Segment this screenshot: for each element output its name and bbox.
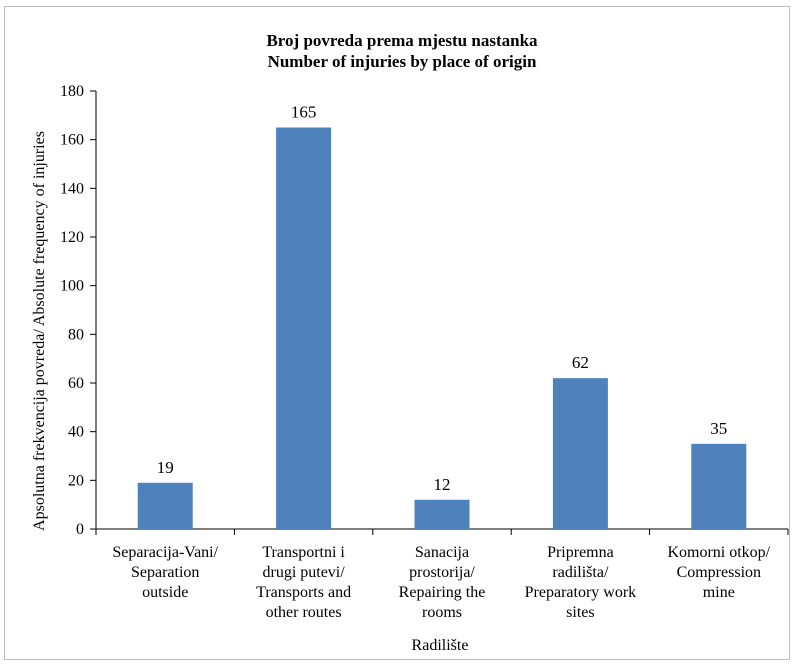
- category-label-line: Komorni otkop/: [667, 544, 770, 561]
- bar: [691, 443, 747, 529]
- bar: [276, 127, 332, 529]
- category-label: Transportni i drugi putevi/Transports and…: [256, 544, 351, 621]
- category-label-line: rooms: [422, 604, 462, 621]
- category-label-line: Preparatory work: [525, 584, 637, 601]
- category-label-line: radilišta/: [552, 564, 609, 581]
- y-tick-label: 100: [60, 278, 84, 295]
- category-label: Komorni otkop/Compression mine: [667, 544, 770, 601]
- data-labels: 19 165 12 62 35: [157, 103, 728, 494]
- data-label: 165: [291, 103, 317, 122]
- y-tick-label: 40: [68, 424, 84, 441]
- category-label: Sanacija prostorija/Repairing the rooms: [399, 544, 486, 621]
- chart-title-line-2: Number of injuries by place of origin: [268, 52, 537, 71]
- chart-title: Broj povreda prema mjestu nastanka Numbe…: [266, 31, 538, 71]
- y-tick-label: 60: [68, 375, 84, 392]
- category-label-line: Separation: [131, 564, 199, 581]
- category-label-line: drugi putevi/: [262, 564, 345, 581]
- category-label-line: Sanacija: [415, 544, 469, 561]
- category-label-line: Separacija-Vani/: [112, 544, 218, 561]
- data-label: 35: [710, 419, 727, 438]
- x-axis: [95, 528, 789, 535]
- category-label-line: Pripremna: [547, 544, 614, 561]
- y-tick-label: 160: [60, 132, 84, 149]
- category-label-line: mine: [703, 584, 735, 601]
- y-axis: 0 20 40 60 80 100 120 140 160 180: [60, 83, 97, 538]
- category-labels: Separacija-Vani/Separation outside Transpo…: [112, 544, 770, 621]
- category-label-line: Repairing the: [399, 584, 486, 601]
- category-label-line: outside: [142, 584, 188, 601]
- data-label: 62: [572, 353, 589, 372]
- y-tick-label: 80: [68, 326, 84, 343]
- category-label: Pripremna radilišta/Preparatory work sites: [525, 544, 637, 621]
- chart-title-line-1: Broj povreda prema mjestu nastanka: [266, 31, 538, 50]
- bars: [137, 127, 747, 529]
- y-tick-label: 180: [60, 83, 84, 100]
- chart-frame: [4, 6, 790, 660]
- category-label-line: sites: [566, 604, 594, 621]
- y-tick-label: 20: [68, 472, 84, 489]
- x-axis-title: Radilište: [412, 637, 469, 654]
- y-axis-title: Apsolutna frekvencija povreda/ Absolute …: [31, 131, 48, 531]
- data-label: 12: [434, 475, 451, 494]
- bar: [137, 482, 193, 529]
- category-label: Separacija-Vani/Separation outside: [112, 544, 218, 601]
- category-label-line: Transportni i: [262, 544, 345, 561]
- y-tick-label: 0: [76, 521, 84, 538]
- category-label-line: Compression: [677, 564, 761, 581]
- category-label-line: prostorija/: [409, 564, 475, 581]
- category-label-line: other routes: [266, 604, 342, 621]
- bar: [414, 499, 470, 529]
- y-tick-label: 120: [60, 229, 84, 246]
- y-tick-label: 140: [60, 180, 84, 197]
- data-label: 19: [157, 458, 174, 477]
- category-label-line: Transports and: [256, 584, 351, 601]
- bar: [552, 378, 608, 529]
